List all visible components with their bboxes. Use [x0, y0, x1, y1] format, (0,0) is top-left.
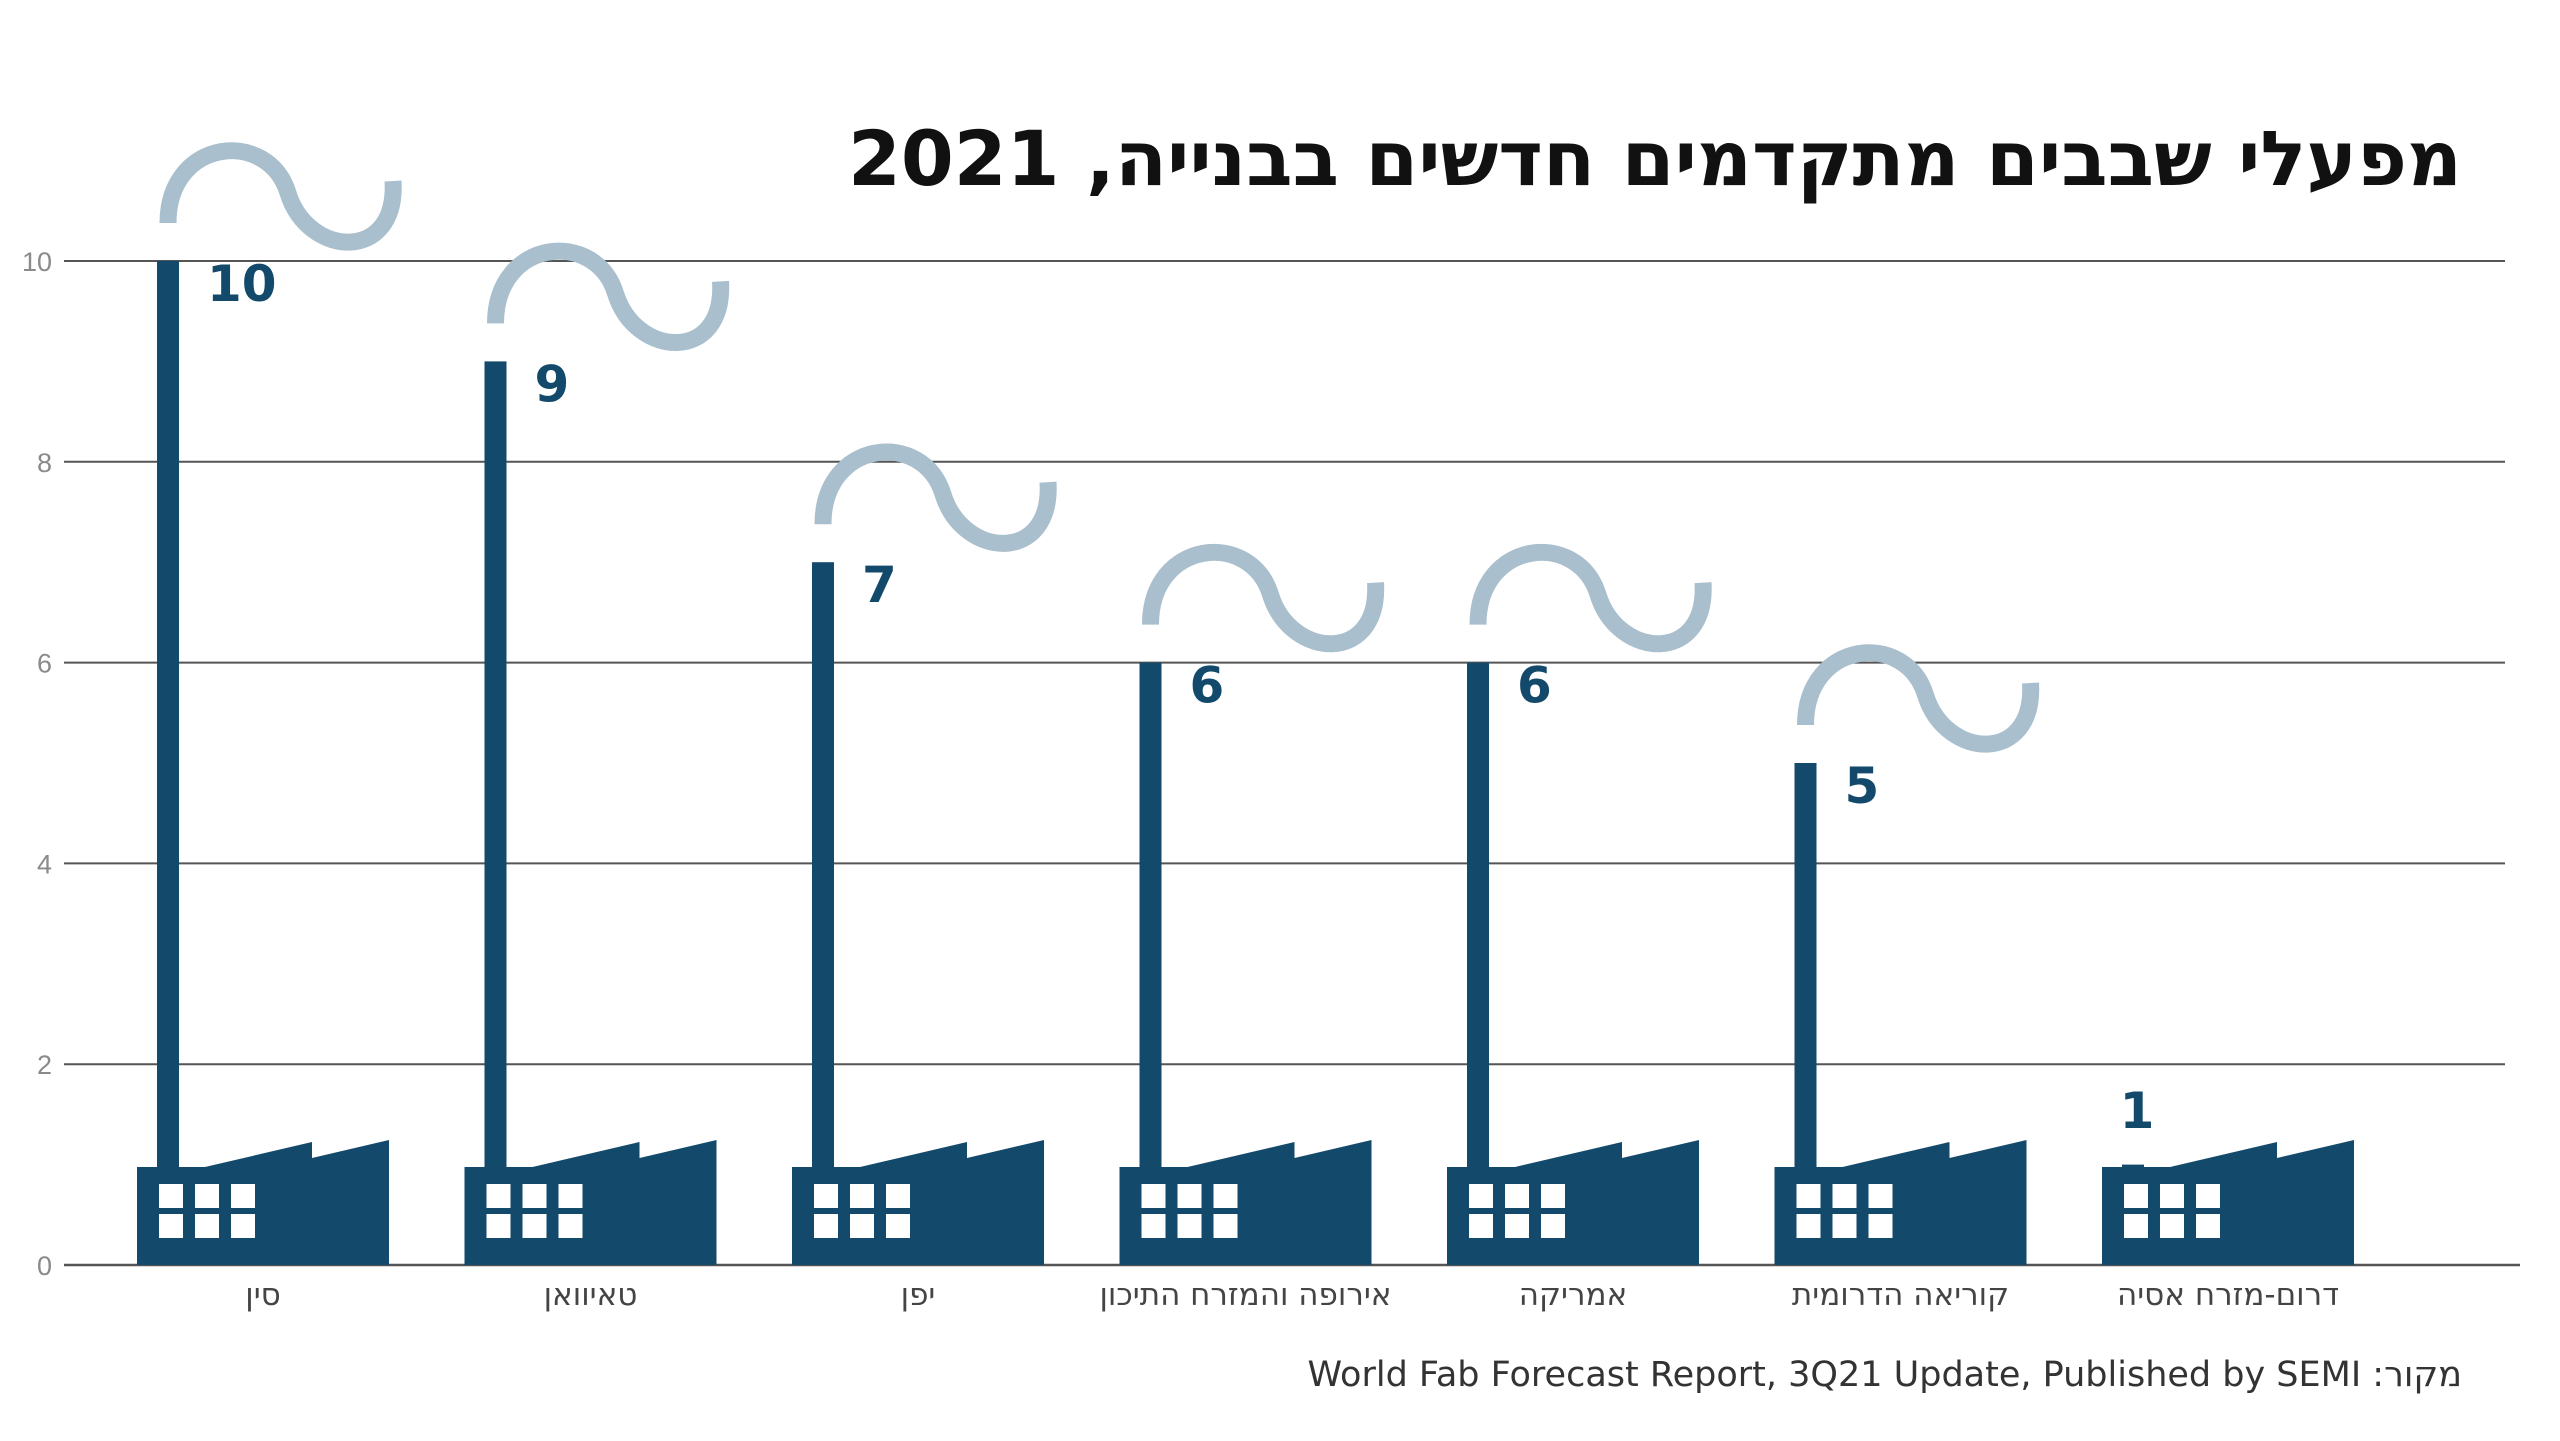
factory-window — [1213, 1184, 1238, 1208]
factory-window — [1832, 1214, 1857, 1238]
factory-window — [2196, 1214, 2220, 1238]
y-axis-ticks: 0 2 4 6 8 10 — [22, 247, 52, 1281]
chimney-bar — [2122, 1164, 2144, 1169]
chimney-bar — [1139, 662, 1162, 1169]
factory-window — [1213, 1214, 1238, 1238]
factory-bar: 1 — [2102, 1082, 2354, 1265]
chimney-bar — [484, 361, 507, 1169]
x-tick-label: סין — [245, 1277, 281, 1313]
factory-window — [1469, 1184, 1493, 1208]
factory-window — [486, 1184, 511, 1208]
factory-window — [558, 1214, 583, 1238]
factory-bar: 5 — [1774, 644, 2040, 1265]
factory-window — [1505, 1184, 1529, 1208]
x-axis-ticks: סין טאיוואן יפן אירופה והמזרח התיכון אמריקה ק… — [245, 1277, 2339, 1313]
x-tick-label: אמריקה — [1519, 1277, 1627, 1313]
x-tick-label: דרום-מזרח אסיה — [2117, 1277, 2339, 1313]
factory-window — [558, 1184, 583, 1208]
value-label: 10 — [207, 255, 277, 313]
factory-window — [814, 1184, 838, 1208]
factory-window — [2124, 1214, 2148, 1238]
value-label: 9 — [535, 355, 570, 413]
factory-window — [886, 1214, 910, 1238]
chart-title: מפעלי שבבים מתקדמים חדשים בבנייה, 2021 — [848, 114, 2462, 203]
y-tick-label: 4 — [37, 849, 52, 879]
y-tick-label: 8 — [37, 448, 52, 478]
value-label: 6 — [1190, 657, 1225, 715]
factory-window — [486, 1214, 511, 1238]
smoke-wave-icon — [1469, 543, 1712, 653]
source-note: מקור: World Fab Forecast Report, 3Q21 Up… — [1308, 1355, 2463, 1395]
value-label: 5 — [1845, 757, 1880, 815]
chimney-bar — [812, 562, 834, 1169]
factory-window — [159, 1184, 183, 1208]
factory-window — [850, 1184, 874, 1208]
x-tick-label: קוריאה הדרומית — [1792, 1277, 2009, 1313]
x-tick-label: אירופה והמזרח התיכון — [1099, 1277, 1391, 1313]
factory-window — [522, 1184, 547, 1208]
chimney-bar — [157, 261, 179, 1169]
factory-window — [2196, 1184, 2220, 1208]
factory-window — [850, 1214, 874, 1238]
factory-window — [1541, 1214, 1565, 1238]
factory-bar: 7 — [792, 443, 1057, 1265]
smoke-wave-icon — [814, 443, 1057, 552]
smoke-wave-icon — [487, 242, 730, 352]
smoke-wave-icon — [1142, 543, 1385, 653]
factory-window — [195, 1184, 219, 1208]
y-tick-label: 2 — [37, 1050, 52, 1080]
chimney-bar — [1794, 763, 1817, 1169]
y-tick-label: 0 — [37, 1251, 52, 1281]
smoke-wave-icon — [159, 142, 402, 251]
y-tick-label: 6 — [37, 649, 52, 679]
factory-window — [1832, 1184, 1857, 1208]
factory-window — [1868, 1184, 1893, 1208]
factory-window — [522, 1214, 547, 1238]
factory-window — [2160, 1214, 2184, 1238]
value-label: 7 — [862, 556, 897, 614]
x-tick-label: יפן — [901, 1277, 936, 1313]
factory-window — [1177, 1184, 1202, 1208]
factory-bar: 6 — [1447, 543, 1712, 1265]
factory-window — [1141, 1214, 1166, 1238]
factory-window — [886, 1184, 910, 1208]
chimney-bar — [1467, 662, 1489, 1169]
y-tick-label: 10 — [22, 247, 52, 277]
factory-window — [2124, 1184, 2148, 1208]
factory-window — [195, 1214, 219, 1238]
factory-window — [1141, 1184, 1166, 1208]
factory-window — [1868, 1214, 1893, 1238]
factory-bar: 9 — [464, 242, 730, 1265]
factory-window — [1469, 1214, 1493, 1238]
factory-window — [2160, 1184, 2184, 1208]
x-tick-label: טאיוואן — [544, 1277, 638, 1313]
factory-window — [1505, 1214, 1529, 1238]
factory-window — [1796, 1184, 1821, 1208]
factory-window — [1541, 1184, 1565, 1208]
factory-window — [159, 1214, 183, 1238]
factory-window — [1177, 1214, 1202, 1238]
value-label: 1 — [2120, 1082, 2155, 1140]
factory-window — [231, 1184, 255, 1208]
smoke-wave-icon — [1797, 644, 2040, 753]
value-label: 6 — [1517, 657, 1552, 715]
factory-bar: 10 — [137, 142, 402, 1265]
factory-bar: 6 — [1119, 543, 1385, 1265]
factory-window — [231, 1214, 255, 1238]
bars: 10 9 7 6 6 5 1 — [137, 142, 2354, 1265]
factory-window — [1796, 1214, 1821, 1238]
factory-window — [814, 1214, 838, 1238]
